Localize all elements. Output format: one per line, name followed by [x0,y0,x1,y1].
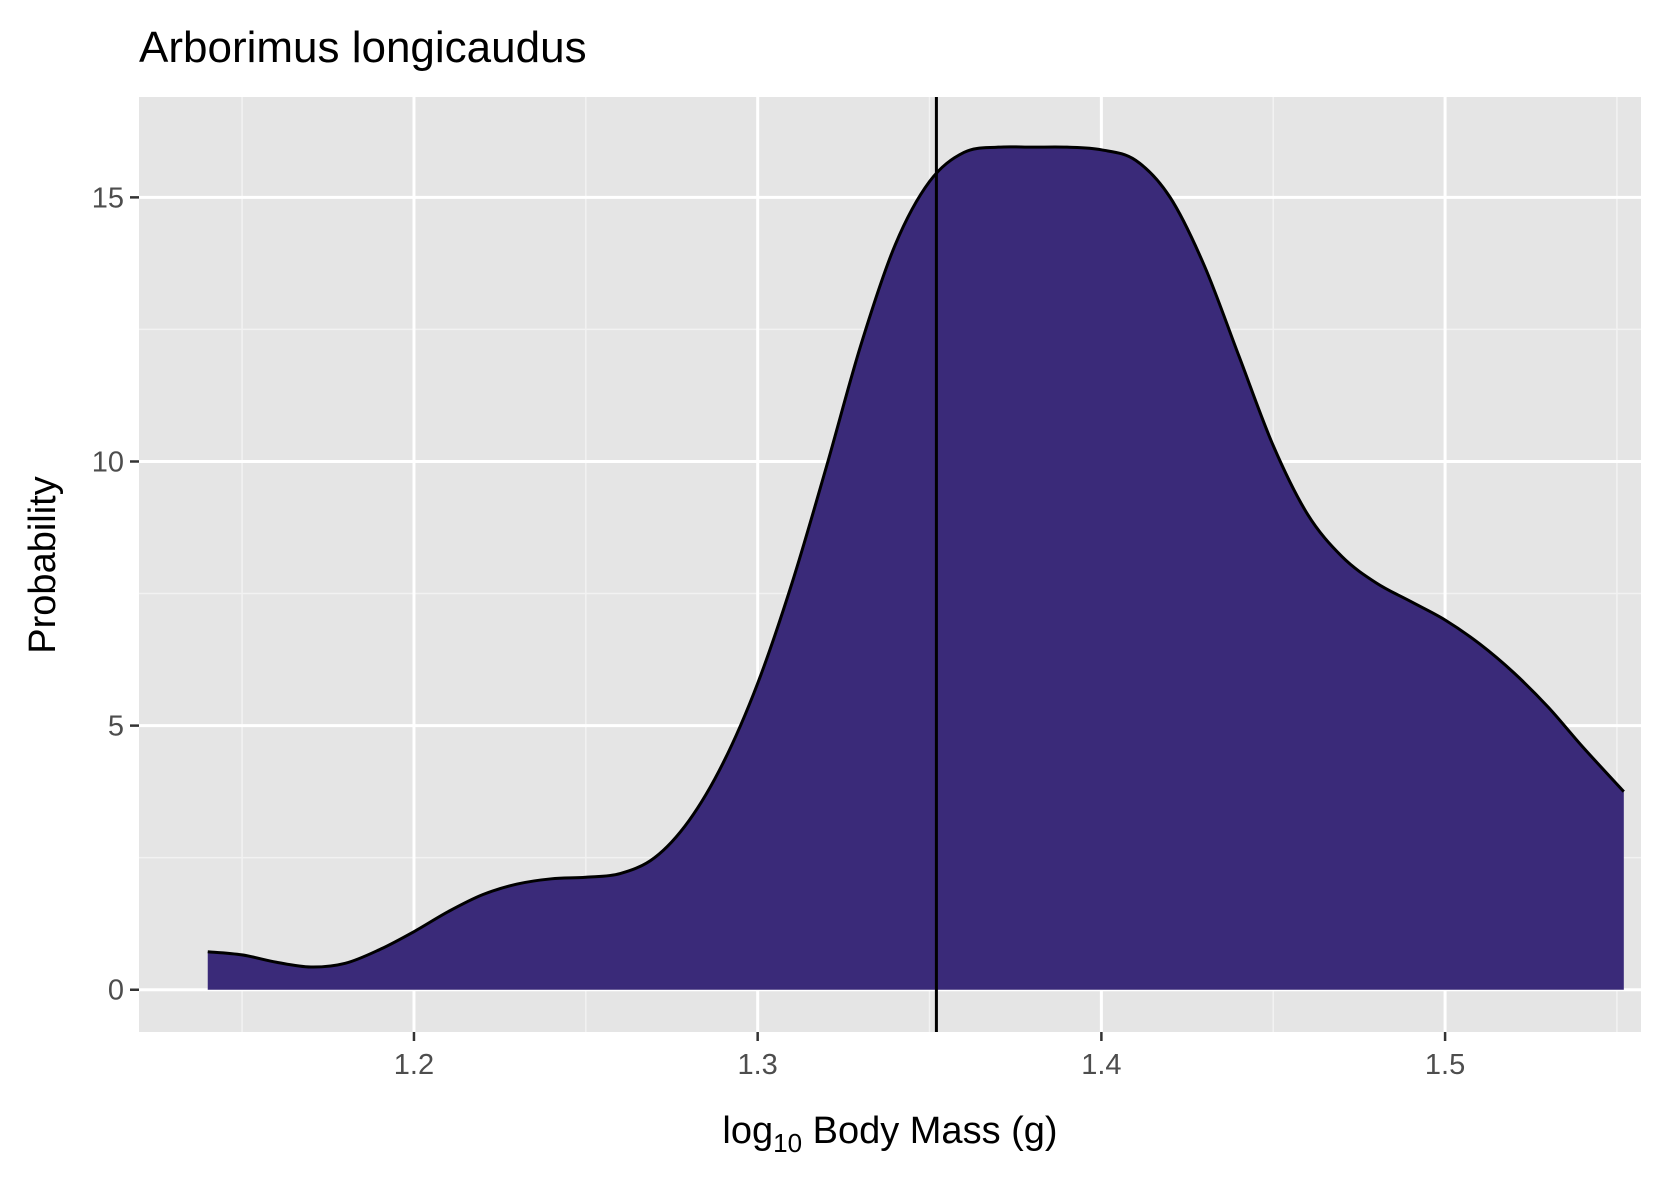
y-tick-label: 10 [92,446,124,478]
chart-title: Arborimus longicaudus [139,23,587,72]
x-tick-label: 1.4 [1081,1049,1121,1081]
y-tick-label: 5 [108,711,124,743]
density-curve [207,145,1625,969]
x-tick-label: 1.3 [738,1049,778,1081]
y-axis-title: Probability [22,476,64,653]
y-tick-label: 0 [108,975,124,1007]
x-tick-label: 1.2 [394,1049,434,1081]
x-axis-title: log10 Body Mass (g) [722,1110,1057,1158]
y-tick-label: 15 [92,182,124,214]
x-axis-title-rest: Body Mass (g) [802,1110,1058,1152]
x-axis: 1.2 1.3 1.4 1.5 [394,1032,1465,1081]
x-axis-title-main: log [722,1110,773,1152]
y-axis: 0 5 10 15 [92,182,139,1007]
x-axis-title-subscript: 10 [773,1128,802,1158]
density-area [207,146,1624,990]
x-tick-label: 1.5 [1425,1049,1465,1081]
